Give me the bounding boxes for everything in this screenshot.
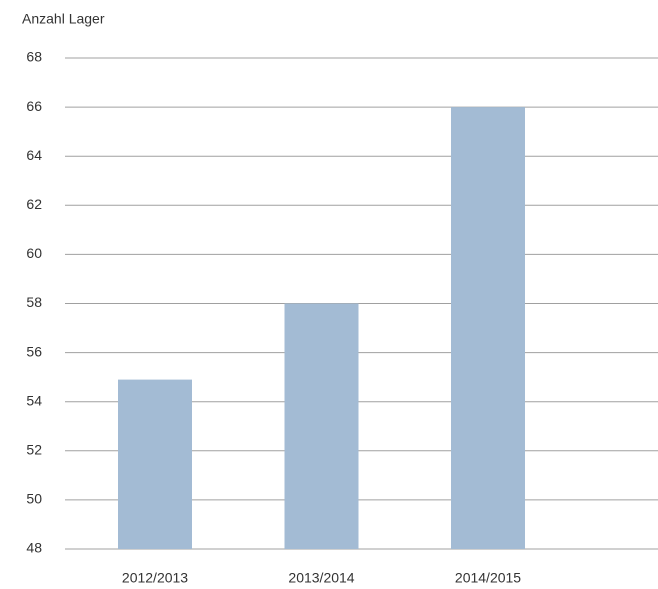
y-tick-label: 66 [26,98,42,114]
y-tick-label: 68 [26,49,42,65]
y-tick-label: 56 [26,343,42,359]
y-tick-label: 50 [26,491,42,507]
bar [118,379,192,549]
y-tick-label: 64 [26,147,42,163]
y-tick-label: 60 [26,245,42,261]
y-tick-label: 54 [26,392,42,408]
bar [451,107,525,549]
bar [284,303,359,549]
y-axis-label: Anzahl Lager [22,11,105,27]
x-tick-label: 2014/2015 [455,570,521,586]
x-tick-label: 2013/2014 [288,570,354,586]
y-tick-label: 52 [26,442,42,458]
y-tick-label: 48 [26,540,42,556]
x-tick-label: 2012/2013 [122,570,188,586]
y-tick-label: 58 [26,294,42,310]
y-tick-label: 62 [26,196,42,212]
